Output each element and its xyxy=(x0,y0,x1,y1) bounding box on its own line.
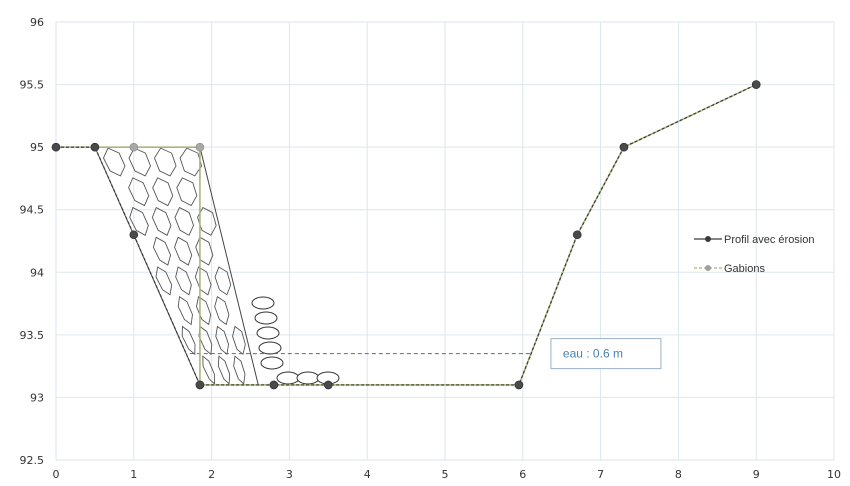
riprap-block-4 xyxy=(260,356,284,370)
x-tick-label-2: 2 xyxy=(208,468,215,481)
series-0-point-7 xyxy=(572,230,582,240)
gabion-cell-18 xyxy=(177,295,193,326)
gabion-cell-7 xyxy=(129,206,149,236)
y-tick-label-2: 93.5 xyxy=(20,329,45,342)
gabion-cell-20 xyxy=(214,296,230,326)
series-0-point-4 xyxy=(269,380,279,390)
gabion-cell-16 xyxy=(194,266,212,296)
gabion-cell-13 xyxy=(195,236,214,266)
water-annotation: eau : 0.6 m xyxy=(550,338,662,370)
gabion-cell-21 xyxy=(181,325,196,356)
series-1-point-3 xyxy=(195,142,205,152)
gabion-cell-17 xyxy=(214,266,232,296)
y-axis-ticks: 92.5 93 93.5 94 94.5 95 95.5 96 xyxy=(20,16,45,467)
y-tick-label-5: 95 xyxy=(30,141,44,154)
y-tick-label-1: 93 xyxy=(30,391,44,404)
y-tick-label-7: 96 xyxy=(30,16,44,29)
series-points xyxy=(51,80,761,390)
x-tick-label-6: 6 xyxy=(519,468,526,481)
x-tick-label-5: 5 xyxy=(442,468,449,481)
gabion-cell-3 xyxy=(179,147,203,177)
gabion-cell-19 xyxy=(195,296,212,326)
legend-marker-profil xyxy=(705,236,711,242)
x-tick-label-3: 3 xyxy=(286,468,293,481)
x-tick-label-0: 0 xyxy=(53,468,60,481)
legend: Profil avec érosion Gabions xyxy=(694,234,815,275)
series-0-point-3 xyxy=(195,380,205,390)
riprap-block-0 xyxy=(251,296,275,310)
gabion-cell-23 xyxy=(215,325,230,356)
series-0-point-8 xyxy=(619,142,629,152)
series-0-point-6 xyxy=(514,380,524,390)
riprap-block-1 xyxy=(254,311,278,325)
x-tick-label-10: 10 xyxy=(827,468,841,481)
y-tick-label-0: 92.5 xyxy=(20,454,45,467)
legend-label-profil: Profil avec érosion xyxy=(724,234,815,246)
series-line-0 xyxy=(56,84,757,386)
x-tick-label-7: 7 xyxy=(597,468,604,481)
gabion-outline xyxy=(94,146,259,386)
annotation-label: eau : 0.6 m xyxy=(563,347,623,361)
series-0-point-0 xyxy=(51,142,61,152)
series-1-point-2 xyxy=(129,142,139,152)
gabion-cell-22 xyxy=(198,325,213,356)
gabion-cell-2 xyxy=(154,147,177,177)
gabion-cell-12 xyxy=(174,236,193,266)
series-0-point-2 xyxy=(129,230,139,240)
gabion-cell-26 xyxy=(217,355,231,385)
gabion-cell-8 xyxy=(151,206,172,236)
series-0-point-5 xyxy=(323,380,333,390)
x-tick-label-4: 4 xyxy=(364,468,371,481)
riprap-block-3 xyxy=(258,341,282,355)
gabion-cell-1 xyxy=(128,147,152,177)
riprap-block-2 xyxy=(256,326,280,340)
legend-marker-gabions xyxy=(705,265,711,271)
gabion-cell-10 xyxy=(197,206,217,236)
annotation-box xyxy=(550,338,662,370)
gabion-cell-24 xyxy=(232,325,246,356)
y-tick-label-6: 95.5 xyxy=(20,79,45,92)
y-tick-label-3: 94 xyxy=(30,266,44,279)
gabion-cell-0 xyxy=(102,147,126,177)
riprap-block-5 xyxy=(276,371,300,385)
y-tick-label-4: 94.5 xyxy=(20,204,45,217)
gabion-cell-14 xyxy=(155,266,173,296)
gabion-cell-9 xyxy=(174,206,195,236)
gabion-cell-27 xyxy=(233,355,246,385)
x-axis-ticks: 0 1 2 3 4 5 6 7 8 9 10 xyxy=(53,468,842,481)
gabion-cell-15 xyxy=(175,266,192,296)
x-tick-label-9: 9 xyxy=(753,468,760,481)
gabion-cell-25 xyxy=(202,355,215,385)
riprap-block-6 xyxy=(296,371,320,385)
gabion-cell-11 xyxy=(152,236,172,266)
series-0-point-9 xyxy=(751,80,761,89)
legend-label-gabions: Gabions xyxy=(724,263,765,275)
gabion-blocks-drawing xyxy=(94,146,340,386)
x-tick-label-1: 1 xyxy=(130,468,137,481)
x-tick-label-8: 8 xyxy=(675,468,682,481)
grid xyxy=(55,21,835,461)
gabion-cell-6 xyxy=(176,177,198,207)
gabion-cell-4 xyxy=(128,177,150,207)
series-0-point-1 xyxy=(90,142,100,152)
gabion-cell-5 xyxy=(152,177,174,207)
